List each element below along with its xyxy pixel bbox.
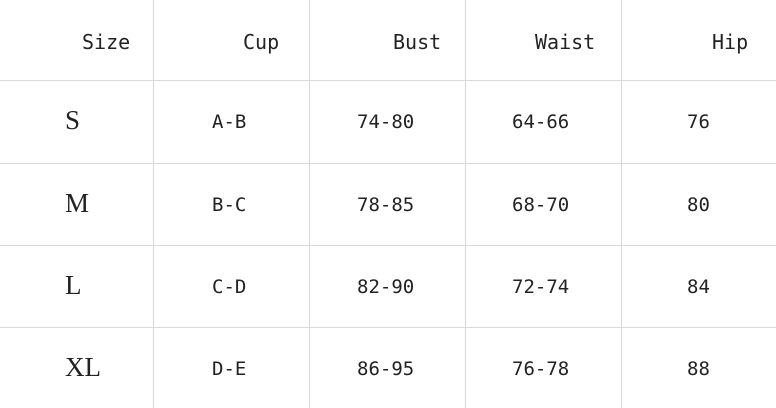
column-divider — [465, 0, 466, 408]
table-cell: A-B — [212, 111, 247, 133]
column-header: Size — [82, 30, 131, 54]
table-cell: 82-90 — [357, 276, 415, 298]
row-divider — [0, 327, 776, 328]
row-divider — [0, 245, 776, 246]
column-header: Bust — [393, 30, 442, 54]
table-cell: C-D — [212, 276, 247, 298]
column-divider — [621, 0, 622, 408]
table-cell: D-E — [212, 358, 247, 380]
table-cell: 84 — [687, 276, 710, 298]
size-cell: XL — [65, 352, 101, 382]
table-cell: B-C — [212, 194, 247, 216]
row-divider — [0, 80, 776, 81]
table-cell: 72-74 — [512, 276, 570, 298]
table-cell: 76 — [687, 111, 710, 133]
column-header: Cup — [243, 30, 280, 54]
table-cell: 86-95 — [357, 358, 415, 380]
row-divider — [0, 163, 776, 164]
table-cell: 88 — [687, 358, 710, 380]
size-cell: M — [65, 188, 90, 218]
table-cell: 74-80 — [357, 111, 415, 133]
table-cell: 76-78 — [512, 358, 570, 380]
table-cell: 80 — [687, 194, 710, 216]
column-divider — [309, 0, 310, 408]
column-header: Hip — [712, 30, 749, 54]
table-cell: 68-70 — [512, 194, 570, 216]
table-cell: 64-66 — [512, 111, 570, 133]
table-cell: 78-85 — [357, 194, 415, 216]
column-header: Waist — [535, 30, 596, 54]
size-cell: L — [65, 270, 82, 300]
column-divider — [153, 0, 154, 408]
size-cell: S — [65, 105, 81, 135]
